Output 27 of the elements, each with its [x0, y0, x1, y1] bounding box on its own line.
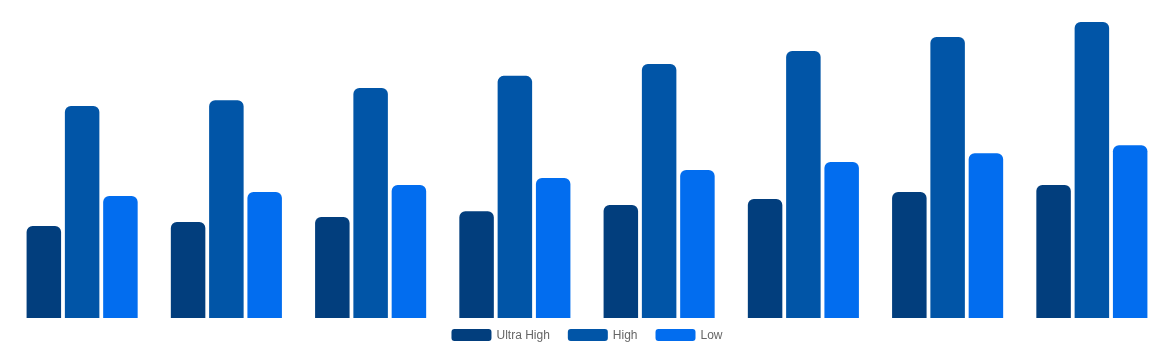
- bar: [968, 153, 1004, 318]
- legend-label: Ultra High: [496, 328, 550, 342]
- bar: [892, 191, 927, 318]
- bar: [603, 204, 639, 318]
- bar: [930, 37, 965, 318]
- bar: [1074, 22, 1110, 318]
- bar: [535, 177, 571, 318]
- bar: [824, 162, 859, 318]
- bar: [497, 75, 533, 318]
- bar: [170, 222, 206, 318]
- bar: [391, 185, 427, 318]
- bar: [747, 199, 783, 318]
- bar: [680, 170, 715, 318]
- bar: [103, 196, 138, 318]
- bar: [26, 225, 62, 318]
- bar: [64, 106, 100, 318]
- bar: [209, 100, 244, 318]
- bar: [247, 191, 282, 318]
- bar: [459, 211, 494, 318]
- bar: [1036, 185, 1071, 318]
- legend-label: Low: [700, 328, 723, 342]
- bar: [641, 64, 677, 318]
- bar: [315, 217, 350, 318]
- bar: [1112, 145, 1148, 318]
- bar: [786, 51, 821, 318]
- legend-label: High: [612, 328, 638, 342]
- bar: [353, 88, 388, 318]
